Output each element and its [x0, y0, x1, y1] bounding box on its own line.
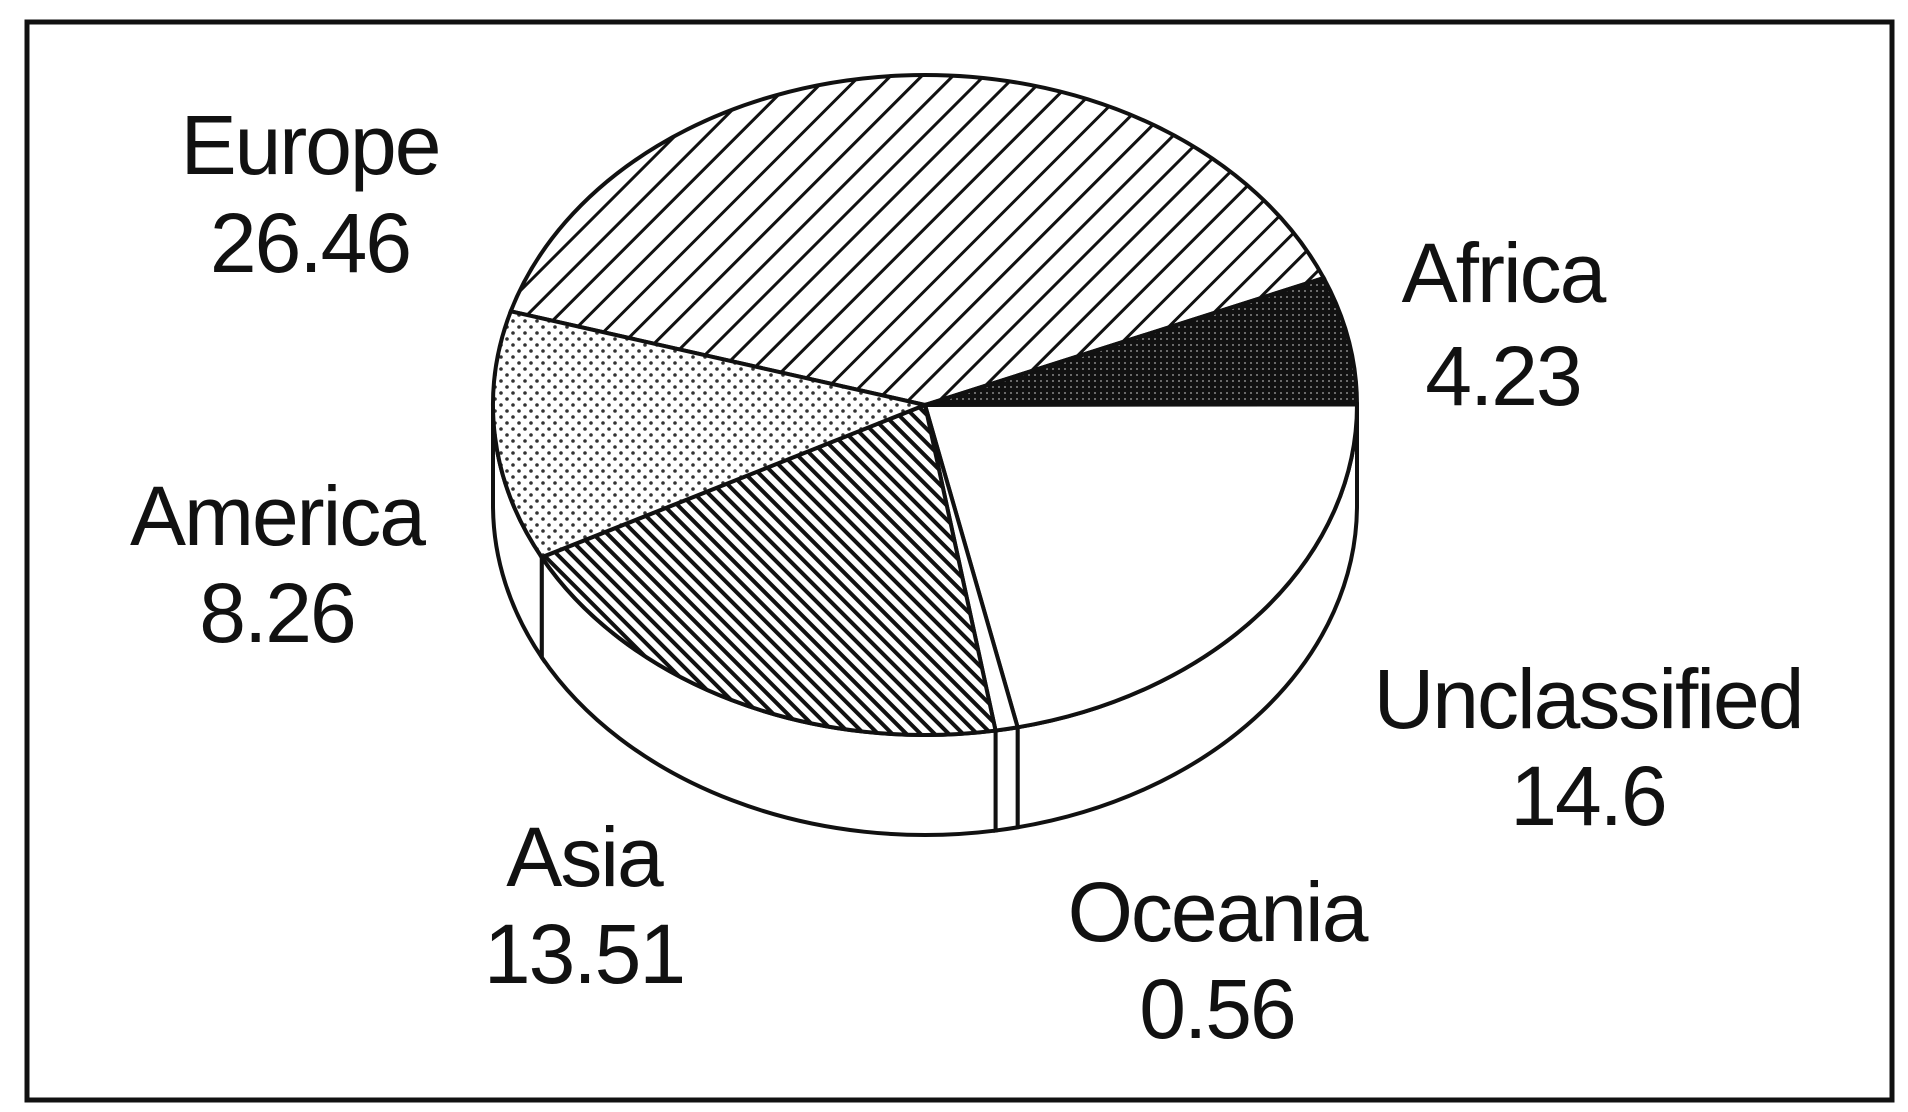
slice-label: Oceania [1068, 865, 1369, 959]
pie-slice [508, 73, 1327, 408]
pie-slice [538, 402, 998, 737]
slice-value: 4.23 [1425, 329, 1581, 423]
slice-value: 26.46 [210, 196, 410, 290]
slice-label: America [130, 469, 426, 563]
slice-label: Asia [506, 810, 664, 904]
slice-label: Europe [181, 98, 440, 192]
slice-value: 13.51 [484, 907, 684, 1001]
pie-side [993, 724, 1020, 833]
slice-value: 14.6 [1510, 749, 1666, 843]
slice-value: 8.26 [199, 566, 355, 660]
slice-label: Africa [1402, 226, 1607, 320]
slice-label: Unclassified [1374, 652, 1803, 746]
frame [24, 19, 1895, 1103]
slice-value: 0.56 [1139, 962, 1295, 1056]
pie-slice [924, 275, 1360, 407]
pie-slice [491, 308, 932, 560]
pie-slice [922, 402, 1360, 730]
